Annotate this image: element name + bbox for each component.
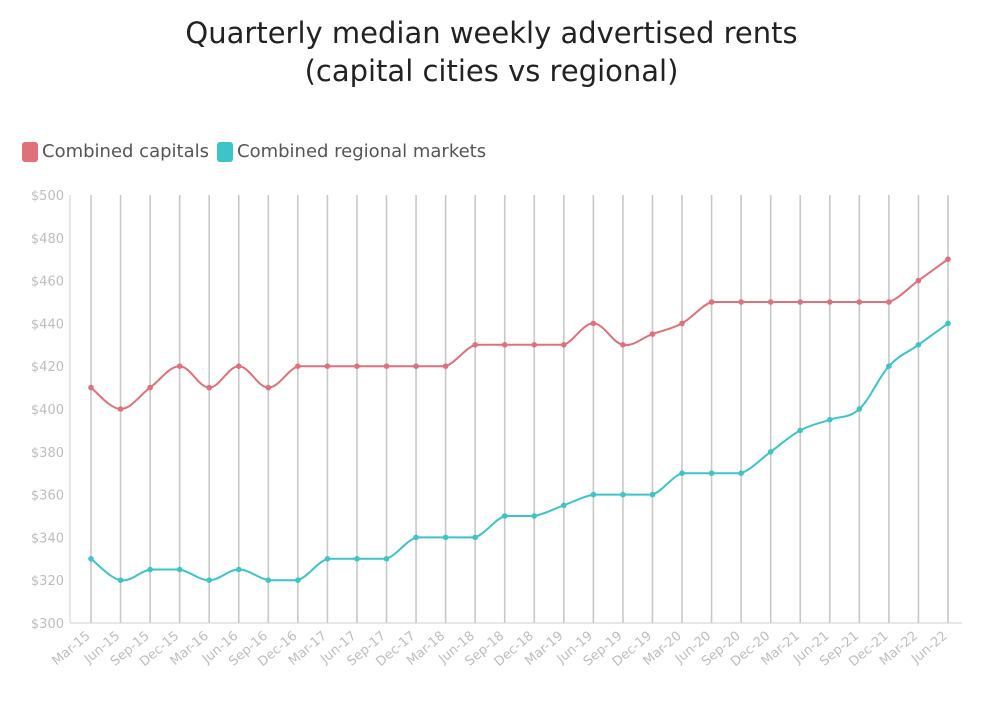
chart-title-line-1: Quarterly median weekly advertised rents <box>185 16 798 50</box>
data-point-regional <box>767 449 774 455</box>
data-point-regional <box>620 491 626 498</box>
data-point-regional <box>265 577 272 583</box>
y-tick-label: $500 <box>31 189 64 204</box>
data-point-capitals <box>708 299 715 305</box>
chart-title: Quarterly median weekly advertised rents… <box>0 14 983 90</box>
data-point-capitals <box>88 384 94 391</box>
y-tick-label: $440 <box>31 317 64 332</box>
data-point-capitals <box>147 384 153 391</box>
data-point-regional <box>826 416 833 423</box>
y-tick-label: $480 <box>31 232 64 247</box>
data-point-regional <box>442 534 449 541</box>
data-point-regional <box>383 556 390 562</box>
legend-item-capitals[interactable]: Combined capitals <box>22 141 209 162</box>
data-point-capitals <box>324 363 331 370</box>
data-point-regional <box>88 556 94 562</box>
data-point-regional <box>472 534 478 541</box>
data-point-capitals <box>738 299 744 305</box>
data-point-regional <box>413 534 419 541</box>
data-point-capitals <box>354 363 360 370</box>
data-point-capitals <box>915 277 922 284</box>
data-point-capitals <box>442 363 449 370</box>
data-point-regional <box>945 320 951 327</box>
data-point-capitals <box>886 299 892 305</box>
data-point-regional <box>117 577 124 583</box>
y-tick-label: $360 <box>31 489 64 504</box>
y-tick-label: $400 <box>31 403 64 418</box>
data-point-capitals <box>826 299 833 305</box>
data-point-capitals <box>235 363 242 370</box>
data-point-regional <box>561 502 567 509</box>
data-point-regional <box>295 577 301 583</box>
data-point-capitals <box>383 363 390 370</box>
data-point-capitals <box>679 320 685 327</box>
data-point-regional <box>324 556 331 562</box>
data-point-capitals <box>767 299 774 305</box>
data-point-regional <box>797 427 804 434</box>
data-point-capitals <box>561 342 567 348</box>
y-tick-label: $420 <box>31 360 64 375</box>
series-line-regional <box>90 322 949 582</box>
data-point-regional <box>738 470 744 477</box>
legend-item-regional[interactable]: Combined regional markets <box>217 141 486 162</box>
legend-label-regional: Combined regional markets <box>237 141 487 162</box>
legend-label-capitals: Combined capitals <box>42 141 209 162</box>
data-point-regional <box>856 406 863 412</box>
data-point-regional <box>708 470 715 477</box>
data-point-regional <box>501 513 508 519</box>
data-point-capitals <box>531 342 538 348</box>
data-point-regional <box>679 470 685 477</box>
legend-swatch-capitals <box>22 141 38 162</box>
data-point-capitals <box>856 299 863 305</box>
y-tick-label: $320 <box>31 574 64 589</box>
y-tick-label: $460 <box>31 275 64 290</box>
data-point-capitals <box>797 299 804 305</box>
data-point-capitals <box>649 331 656 337</box>
data-point-capitals <box>413 363 419 370</box>
data-point-capitals <box>945 256 951 263</box>
data-point-capitals <box>472 342 478 348</box>
data-point-regional <box>915 342 922 348</box>
data-point-regional <box>590 491 597 498</box>
y-tick-label: $300 <box>31 617 64 632</box>
legend: Combined capitals Combined regional mark… <box>22 141 494 162</box>
y-tick-label: $380 <box>31 446 64 461</box>
y-tick-label: $340 <box>31 531 64 546</box>
data-point-capitals <box>206 384 213 391</box>
data-point-capitals <box>590 320 597 327</box>
data-point-regional <box>235 566 242 573</box>
data-point-regional <box>147 566 153 573</box>
data-point-regional <box>886 363 892 370</box>
legend-swatch-regional <box>217 141 233 162</box>
data-point-capitals <box>501 342 508 348</box>
data-point-capitals <box>620 342 626 348</box>
data-point-regional <box>354 556 360 562</box>
data-point-capitals <box>265 384 272 391</box>
data-point-capitals <box>176 363 183 370</box>
chart-title-line-2: (capital cities vs regional) <box>304 54 679 88</box>
data-point-regional <box>176 566 183 573</box>
data-point-regional <box>649 491 656 498</box>
data-point-capitals <box>117 406 124 412</box>
data-point-capitals <box>295 363 301 370</box>
data-point-regional <box>531 513 538 519</box>
series-line-capitals <box>90 258 949 411</box>
data-point-regional <box>206 577 213 583</box>
